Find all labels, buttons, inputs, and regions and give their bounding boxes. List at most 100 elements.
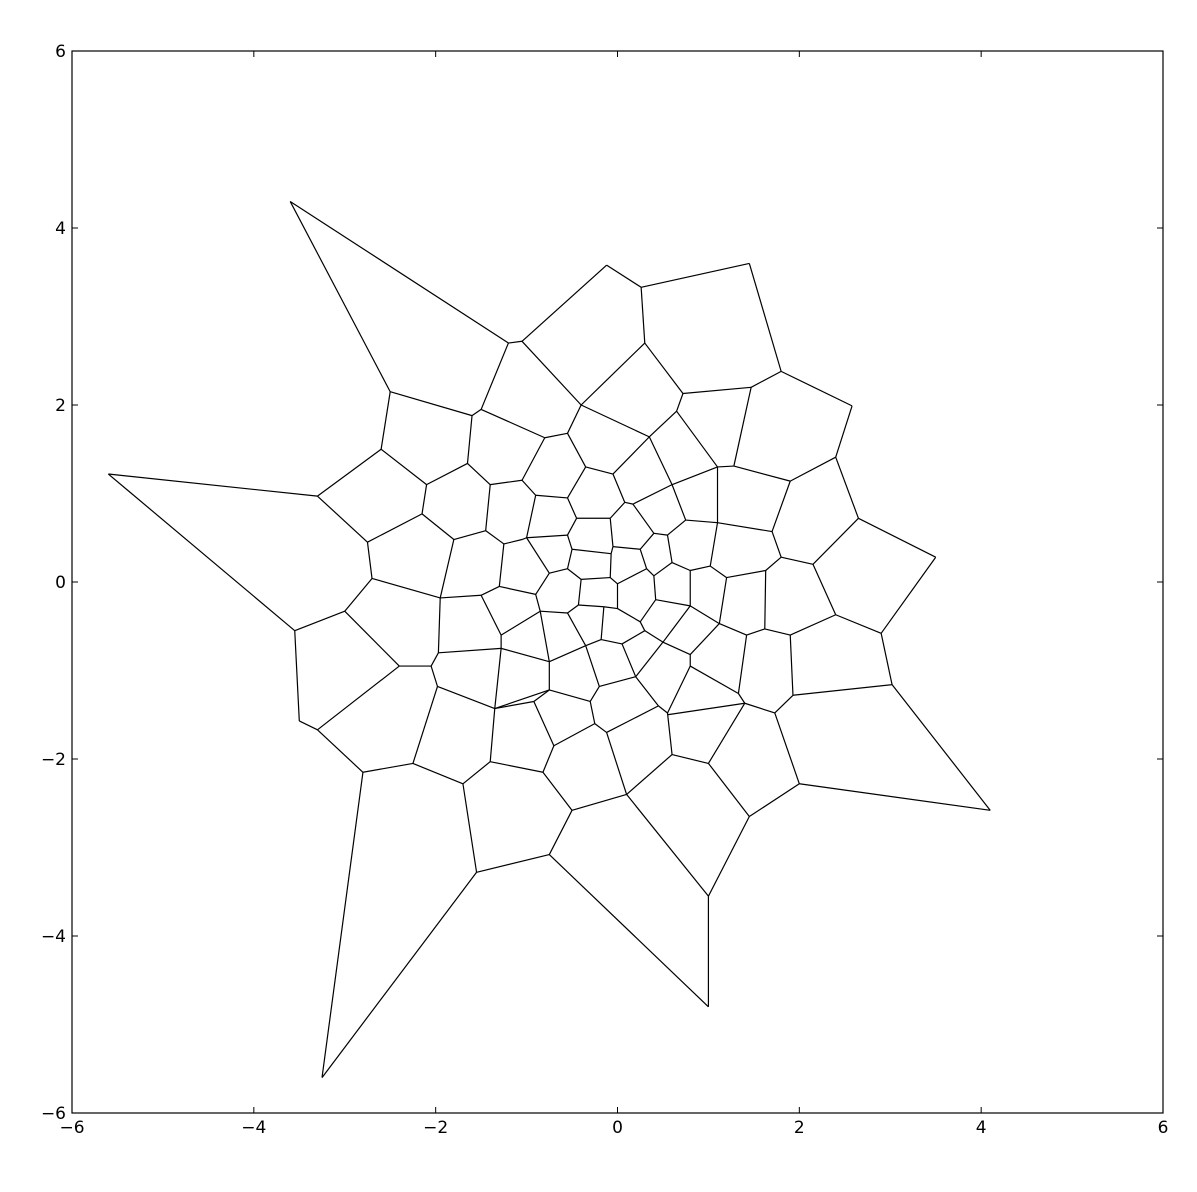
voronoi-edge — [476, 853, 550, 873]
voronoi-edge — [548, 810, 573, 855]
voronoi-edge — [666, 665, 691, 714]
voronoi-edge — [437, 685, 495, 710]
voronoi-edge — [764, 570, 767, 629]
voronoi-edge — [430, 652, 439, 667]
voronoi-edge — [490, 761, 544, 773]
voronoi-edge — [380, 391, 391, 450]
voronoi-edge — [733, 387, 752, 467]
voronoi-edge — [585, 466, 614, 475]
voronoi-edge — [421, 484, 428, 514]
voronoi-edge — [480, 585, 500, 596]
voronoi-edge — [799, 783, 991, 811]
voronoi-edge — [494, 700, 534, 710]
voronoi-edge — [718, 577, 728, 624]
voronoi-edge — [577, 579, 582, 606]
voronoi-edge — [566, 433, 587, 468]
voronoi-edge — [792, 684, 893, 696]
voronoi-edge — [521, 479, 537, 496]
voronoi-edge — [500, 610, 541, 636]
voronoi-edge — [571, 548, 612, 555]
voronoi-edge — [453, 530, 486, 541]
y-tick-label: 4 — [55, 219, 66, 239]
voronoi-edge — [539, 611, 550, 662]
voronoi-edge — [632, 503, 655, 534]
voronoi-edge — [648, 436, 673, 485]
voronoi-edge — [467, 462, 491, 486]
voronoi-edge — [521, 437, 546, 481]
voronoi-edge — [750, 370, 782, 388]
voronoi-edge — [744, 702, 775, 714]
voronoi-edge — [585, 638, 602, 647]
voronoi-edge — [641, 262, 750, 288]
voronoi-edge — [321, 871, 478, 1078]
voronoi-edge — [466, 415, 473, 464]
voronoi-edge — [371, 577, 441, 599]
voronoi-edge — [438, 647, 502, 654]
voronoi-edge — [440, 594, 482, 599]
voronoi-edge — [535, 572, 550, 595]
voronoi-edge — [609, 518, 614, 547]
voronoi-edge — [774, 694, 794, 714]
voronoi-edge — [690, 565, 711, 572]
voronoi-edge — [639, 621, 646, 631]
voronoi-edge — [289, 201, 391, 393]
voronoi-edge — [667, 702, 745, 716]
voronoi-edge — [549, 568, 568, 574]
voronoi-edge — [639, 549, 648, 569]
x-tick-label: 2 — [794, 1118, 805, 1138]
voronoi-edge — [610, 546, 614, 554]
x-tick-label: −2 — [423, 1118, 448, 1138]
voronoi-edge — [566, 549, 573, 569]
voronoi-edge — [682, 386, 752, 395]
voronoi-edge — [317, 448, 382, 497]
voronoi-edge — [658, 705, 668, 714]
voronoi-edge — [771, 531, 782, 558]
voronoi-edge — [589, 686, 600, 702]
voronoi-edge — [566, 497, 578, 519]
voronoi-edge — [580, 404, 650, 438]
y-tick-label: 2 — [55, 396, 66, 416]
voronoi-edge — [571, 793, 627, 811]
voronoi-edge — [566, 534, 573, 550]
x-axis-ticks: −6 −4 −2 0 2 4 6 — [59, 51, 1168, 1138]
voronoi-edge — [107, 473, 296, 632]
voronoi-edge — [533, 689, 550, 702]
voronoi-edge — [812, 564, 837, 615]
voronoi-edge — [653, 575, 657, 600]
voronoi-edge — [421, 513, 455, 540]
y-tick-label: 0 — [55, 573, 66, 593]
voronoi-edge — [717, 522, 773, 533]
voronoi-edge — [521, 340, 582, 406]
voronoi-edge — [321, 772, 364, 1078]
voronoi-edge — [737, 635, 748, 694]
voronoi-edge — [500, 647, 550, 663]
voronoi-edge — [462, 761, 491, 785]
voronoi-edge — [535, 594, 541, 612]
voronoi-edge — [499, 585, 536, 595]
voronoi-edge — [746, 628, 765, 636]
voronoi-edge — [526, 534, 568, 539]
voronoi-edge — [606, 705, 659, 733]
voronoi-edge — [726, 569, 766, 579]
voronoi-edge — [533, 701, 555, 746]
voronoi-edge — [437, 597, 441, 653]
voronoi-edge — [717, 465, 734, 468]
voronoi-edge — [639, 532, 655, 550]
voronoi-edge — [430, 665, 439, 687]
voronoi-edge — [603, 606, 618, 610]
voronoi-edge — [567, 568, 582, 580]
voronoi-edge — [606, 732, 628, 795]
voronoi-edge — [707, 763, 750, 817]
voronoi-edge — [412, 762, 464, 785]
voronoi-edge — [108, 473, 318, 497]
voronoi-edge — [609, 553, 612, 578]
voronoi-edge — [666, 712, 673, 755]
voronoi-edge — [626, 794, 709, 897]
voronoi-edge — [594, 723, 607, 733]
voronoi-edge — [771, 480, 791, 532]
voronoi-edge — [521, 264, 607, 342]
voronoi-edge — [367, 513, 423, 543]
voronoi-edge — [344, 578, 373, 612]
voronoi-edge — [880, 633, 893, 685]
